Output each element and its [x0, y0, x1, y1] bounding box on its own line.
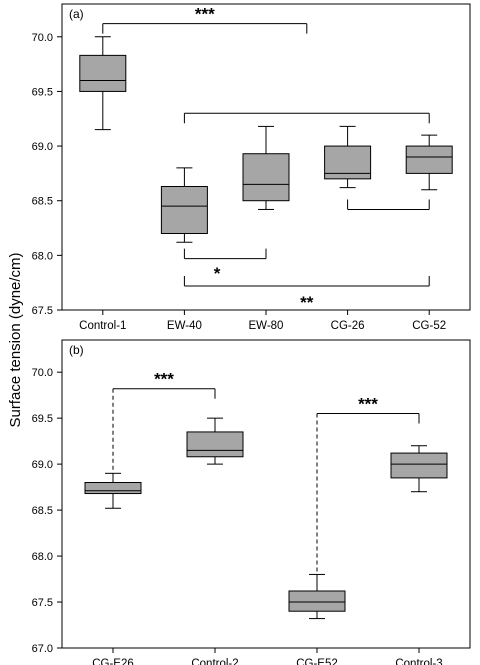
panel-a: (a) 67.5 68.0 68.5 69.0 69.5 70.0 Control-1 EW-4… [32, 3, 471, 332]
significance-label: *** [358, 395, 378, 414]
box-iqr [405, 145, 453, 174]
x-tick-label: Control-3 [395, 658, 442, 665]
y-tick-label: 67.5 [32, 597, 53, 609]
y-axis-label: Surface tension (dyne/cm) [7, 252, 24, 427]
y-tick-label: 67.0 [32, 643, 53, 655]
x-tick-label: EW-40 [167, 320, 202, 332]
significance-bracket [183, 248, 267, 260]
y-tick-label: 68.0 [32, 551, 53, 563]
box-iqr [390, 452, 448, 479]
panel-label: (b) [69, 343, 84, 357]
plot-frame [61, 339, 471, 649]
box-control-1 [79, 36, 127, 131]
x-tick-label: EW-80 [249, 320, 284, 332]
significance-label: ** [300, 293, 314, 312]
significance-bracket: *** [112, 370, 216, 472]
box-cg-52 [405, 134, 453, 191]
x-tick-label: CG-52 [412, 320, 446, 332]
box-cg-e52 [288, 573, 346, 620]
y-tick-label: 70.0 [32, 367, 53, 379]
x-tick-label: Control-1 [79, 320, 126, 332]
box-ew-40 [160, 167, 208, 243]
significance-bracket: *** [102, 5, 308, 34]
x-tick-label: CG-26 [331, 320, 365, 332]
box-iqr [242, 153, 290, 202]
y-tick-label: 68.5 [32, 196, 53, 208]
significance-bracket [347, 199, 430, 210]
box-iqr [186, 431, 244, 458]
panel-b: (b) 67.0 67.5 68.0 68.5 69.0 69.5 70.0 CG-E26 Con… [32, 339, 471, 665]
box-ew-80 [242, 125, 290, 210]
box-iqr [288, 590, 346, 612]
y-tick-label: 69.0 [32, 141, 53, 153]
significance-label: *** [154, 370, 174, 389]
box-iqr [79, 54, 127, 92]
y-tick-label: 68.0 [32, 250, 53, 262]
y-tick-label: 67.5 [32, 305, 53, 317]
significance-bracket: ** [183, 275, 430, 312]
significance-label: * [214, 264, 221, 283]
box-iqr [324, 145, 372, 180]
box-iqr [84, 482, 142, 495]
panel-label: (a) [69, 7, 84, 21]
significance-bracket: *** [316, 395, 420, 573]
y-tick-label: 68.5 [32, 505, 53, 517]
x-tick-label: CG-E26 [92, 658, 134, 665]
significance-label: *** [195, 5, 215, 24]
box-cg-26 [324, 125, 372, 189]
box-iqr [160, 186, 208, 234]
y-tick-label: 69.5 [32, 413, 53, 425]
box-control-3 [390, 445, 448, 493]
significance-bracket [183, 112, 430, 124]
box-control-2 [186, 417, 244, 465]
x-tick-label: CG-E52 [296, 658, 338, 665]
y-tick-label: 69.0 [32, 459, 53, 471]
x-tick-label: Control-2 [191, 658, 238, 665]
y-tick-label: 70.0 [32, 32, 53, 44]
box-cg-e26 [84, 472, 142, 509]
y-tick-label: 69.5 [32, 86, 53, 98]
